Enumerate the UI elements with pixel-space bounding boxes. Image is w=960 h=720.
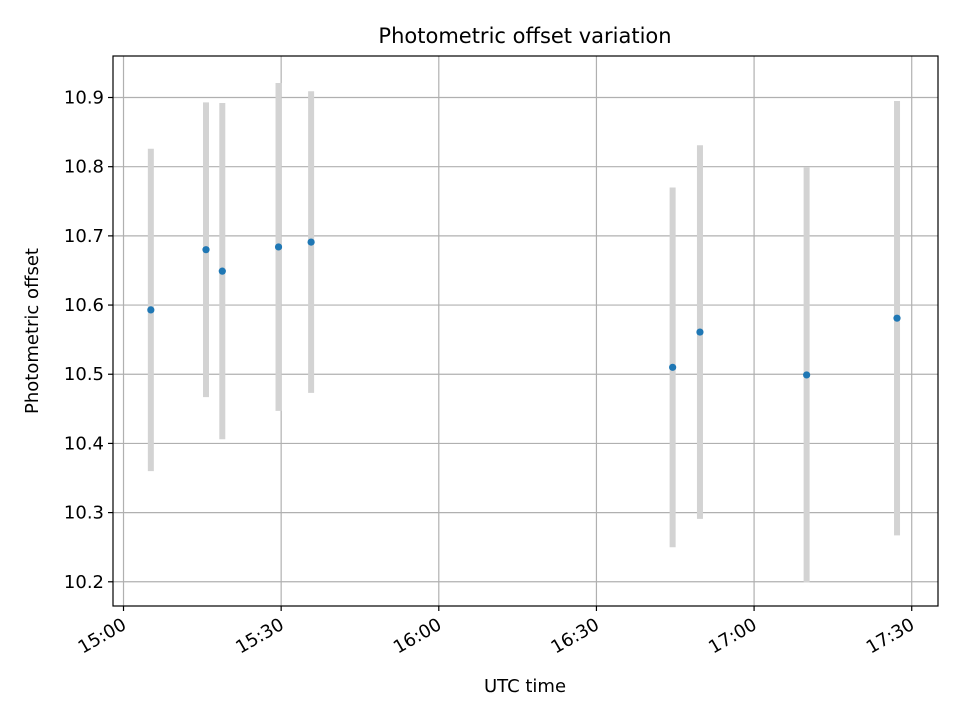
y-tick-label: 10.6 bbox=[64, 295, 104, 316]
x-tick-label: 15:00 bbox=[75, 614, 130, 658]
x-tick-label: 17:30 bbox=[863, 614, 918, 658]
y-tick-label: 10.9 bbox=[64, 88, 104, 109]
y-tick-label: 10.4 bbox=[64, 433, 104, 454]
error-bars bbox=[147, 82, 901, 583]
data-point bbox=[147, 306, 155, 314]
data-point bbox=[893, 314, 901, 322]
plot-frame bbox=[112, 55, 939, 607]
data-point bbox=[696, 328, 704, 336]
x-axis: 15:00 15:30 16:00 16:30 17:00 17:30 bbox=[75, 606, 918, 658]
x-tick-label: 17:00 bbox=[705, 614, 760, 658]
x-axis-label: UTC time bbox=[484, 676, 566, 697]
y-tick-label: 10.5 bbox=[64, 364, 104, 385]
data-point bbox=[803, 371, 811, 379]
data-point bbox=[669, 363, 677, 371]
chart-title: Photometric offset variation bbox=[378, 24, 671, 48]
data-point bbox=[202, 246, 210, 254]
x-tick-label: 15:30 bbox=[232, 614, 287, 658]
y-tick-label: 10.2 bbox=[64, 572, 104, 593]
y-tick-label: 10.3 bbox=[64, 503, 104, 524]
y-tick-label: 10.8 bbox=[64, 157, 104, 178]
x-tick-label: 16:00 bbox=[390, 614, 445, 658]
data-points bbox=[147, 238, 901, 379]
data-point bbox=[274, 243, 283, 251]
grid bbox=[113, 56, 938, 606]
x-tick-label: 16:30 bbox=[548, 614, 603, 658]
y-tick-label: 10.7 bbox=[64, 226, 104, 247]
y-axis: 10.2 10.3 10.4 10.5 10.6 10.7 10.8 10.9 bbox=[64, 88, 113, 593]
data-point bbox=[307, 238, 315, 246]
data-point bbox=[218, 267, 226, 275]
y-axis-label: Photometric offset bbox=[22, 248, 43, 414]
